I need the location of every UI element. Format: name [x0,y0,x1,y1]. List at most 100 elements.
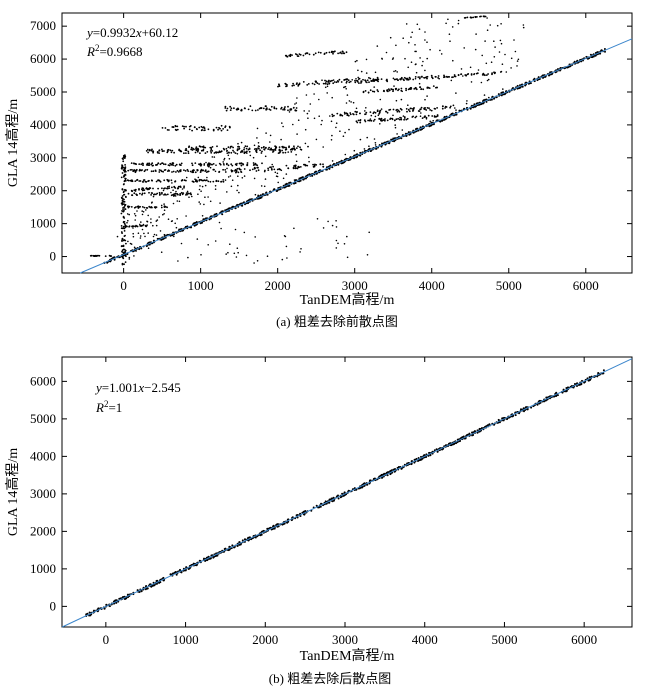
data-point [200,163,203,166]
data-point [176,128,179,131]
data-point [264,178,267,180]
data-point [322,163,324,166]
data-point [366,136,369,139]
data-point [525,406,528,409]
data-point [176,193,179,195]
data-point [299,146,301,149]
data-point [399,116,401,119]
data-point [283,107,286,110]
data-point [150,194,153,196]
data-point [171,234,174,237]
data-point [494,46,496,48]
data-point [354,81,357,84]
data-point [181,125,184,127]
data-point [380,145,383,148]
data-point [222,127,225,130]
data-point [200,254,202,256]
data-point [412,78,415,81]
data-point [203,163,206,165]
data-point [363,148,366,150]
data-point [295,147,298,150]
data-point [389,36,392,39]
data-point [156,579,159,582]
data-point [415,88,418,91]
data-point [191,195,193,198]
data-point [293,179,296,181]
y-tick-label: 0 [50,249,57,264]
data-point [228,126,231,129]
data-point [431,76,433,79]
data-point [338,78,341,81]
data-point [128,213,130,216]
data-point [284,106,286,108]
data-point [322,146,325,148]
data-point [125,255,127,258]
data-point [141,192,144,195]
data-point [346,94,349,96]
data-point [236,545,239,547]
data-point [141,206,144,208]
data-point [218,162,221,165]
data-point [179,150,182,153]
data-point [308,53,311,56]
data-point [350,101,352,103]
data-point [276,172,279,175]
panel-b: 0 1000 2000 3000 4000 5000 6000 0 1000 2000 3000 4… [4,356,633,686]
data-point [401,90,404,93]
data-point [229,147,231,149]
data-point [496,24,499,27]
data-point [514,50,517,53]
data-point [374,111,377,114]
x-axis-label-a: TanDEM高程/m [300,291,395,308]
data-point [368,76,370,79]
data-point [603,48,606,50]
data-point [97,607,100,610]
data-point [325,80,328,83]
data-point [232,149,234,152]
data-point [294,109,297,111]
data-point [128,256,131,259]
data-point [226,152,229,155]
data-point [178,200,181,203]
data-point [306,164,309,167]
data-point [89,254,92,257]
data-point [195,564,198,567]
data-point [152,235,155,238]
data-point [335,122,338,124]
data-point [163,213,165,215]
y-tick-label: 4000 [30,448,56,463]
data-point [602,369,605,372]
data-point [225,253,227,255]
data-point [318,83,320,85]
data-point [175,190,177,193]
data-point [344,85,347,88]
data-point [160,204,163,207]
data-point [243,231,246,234]
data-point [422,60,424,63]
data-point [411,116,414,118]
data-point [476,431,479,434]
data-point [404,57,406,60]
data-point [292,123,294,126]
data-point [252,164,255,167]
data-point [483,94,486,96]
data-point [469,66,472,69]
data-point [387,88,390,90]
data-point [489,24,492,26]
data-point [370,80,373,82]
data-point [145,245,148,248]
data-point [122,248,125,251]
data-point [405,23,408,25]
data-point [396,110,399,113]
data-point [164,169,167,171]
data-point [596,375,599,378]
data-point [405,118,408,121]
data-point [153,233,156,236]
data-point [237,175,239,177]
data-point [408,41,410,44]
panel-a: 0 1000 2000 3000 4000 5000 6000 0 1000 2000 3000 4… [4,12,633,329]
data-point [344,153,347,156]
data-point [205,217,208,220]
data-point [229,243,231,245]
data-point [281,149,283,152]
